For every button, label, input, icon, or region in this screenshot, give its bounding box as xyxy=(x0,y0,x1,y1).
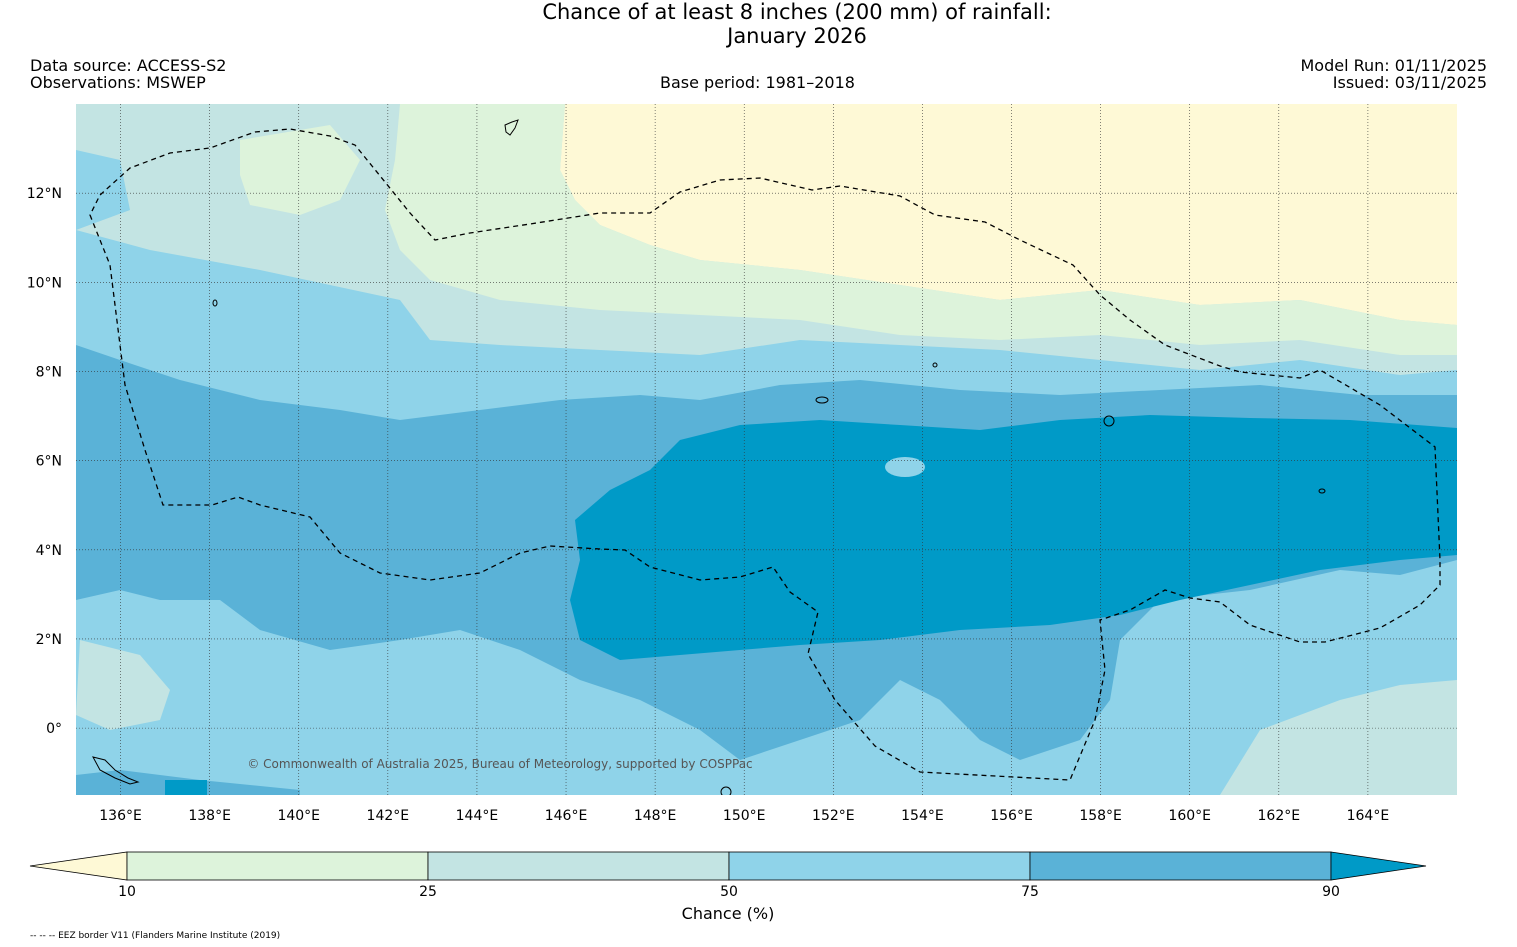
colorbar-tick-label: 90 xyxy=(1322,884,1340,900)
copyright-note: © Commonwealth of Australia 2025, Bureau… xyxy=(247,757,752,771)
lon-tick-label: 150°E xyxy=(723,808,766,824)
colorbar-tick-label: 25 xyxy=(419,884,437,900)
colorbar-segment xyxy=(1029,851,1332,881)
colorbar-extend-high xyxy=(1330,851,1427,881)
lon-tick-label: 158°E xyxy=(1079,808,1122,824)
lon-tick-label: 146°E xyxy=(545,808,588,824)
lon-tick-label: 148°E xyxy=(634,808,677,824)
lon-tick-label: 164°E xyxy=(1347,808,1390,824)
lat-tick-label: 6°N xyxy=(36,454,62,470)
island-chuuk xyxy=(815,396,829,404)
data-source-label: Data source: ACCESS-S2 xyxy=(30,56,227,75)
colorbar-segment xyxy=(728,851,1031,881)
lon-tick-label: 136°E xyxy=(99,808,142,824)
island-west-papua xyxy=(92,756,140,785)
model-run-label: Model Run: 01/11/2025 xyxy=(1300,56,1488,75)
field-25-50-se xyxy=(1220,680,1457,795)
island-manus xyxy=(720,786,732,795)
gridlines xyxy=(76,104,1457,795)
lat-tick-label: 8°N xyxy=(36,364,62,380)
lon-tick-label: 152°E xyxy=(812,808,855,824)
colorbar-segment xyxy=(427,851,730,881)
field-10-25-west xyxy=(240,125,360,215)
island-kosrae xyxy=(1318,488,1326,494)
eez-footnote: -- -- -- EEZ border V11 (Flanders Marine… xyxy=(30,931,280,941)
island-yap xyxy=(212,299,218,307)
colorbar-extend-low xyxy=(29,851,128,881)
field-50-75-nw xyxy=(76,150,130,230)
latitude-labels: 12°N 10°N 8°N 6°N 4°N 2°N 0° xyxy=(27,186,62,737)
colorbar-segment xyxy=(126,851,429,881)
colorbar-tick-label: 75 xyxy=(1021,884,1039,900)
probability-fields xyxy=(76,104,1457,795)
lon-tick-label: 162°E xyxy=(1258,808,1301,824)
colorbar xyxy=(29,851,1427,881)
title-line-2: January 2026 xyxy=(727,24,867,48)
lat-tick-label: 4°N xyxy=(36,543,62,559)
colorbar-label: Chance (%) xyxy=(682,904,775,923)
field-above-90-sw xyxy=(165,780,207,795)
lon-tick-label: 160°E xyxy=(1168,808,1211,824)
field-10-25 xyxy=(385,104,1457,355)
issued-label: Issued: 03/11/2025 xyxy=(1332,73,1487,92)
field-above-90 xyxy=(570,415,1457,660)
observations-label: Observations: MSWEP xyxy=(30,73,206,92)
field-25-50-sw xyxy=(76,640,170,730)
colorbar-ticks: 10 25 50 75 90 xyxy=(118,884,1340,900)
lon-tick-label: 144°E xyxy=(456,808,499,824)
base-period-label: Base period: 1981–2018 xyxy=(660,73,855,92)
lon-tick-label: 154°E xyxy=(901,808,944,824)
island-guam xyxy=(504,119,519,136)
lon-tick-label: 156°E xyxy=(990,808,1033,824)
field-below-10 xyxy=(560,104,1457,325)
field-50-75-patch xyxy=(885,457,925,477)
lat-tick-label: 12°N xyxy=(27,186,62,202)
lat-tick-label: 10°N xyxy=(27,275,62,291)
island-pohnpei xyxy=(1103,415,1115,427)
island-atoll xyxy=(932,362,938,368)
lon-tick-label: 142°E xyxy=(367,808,410,824)
lat-tick-label: 0° xyxy=(46,721,62,737)
colorbar-tick-label: 50 xyxy=(720,884,738,900)
lat-tick-label: 2°N xyxy=(36,632,62,648)
map-title: Chance of at least 8 inches (200 mm) of … xyxy=(0,0,1517,48)
lon-tick-label: 138°E xyxy=(188,808,231,824)
colorbar-tick-label: 10 xyxy=(118,884,136,900)
lon-tick-label: 140°E xyxy=(277,808,320,824)
title-line-1: Chance of at least 8 inches (200 mm) of … xyxy=(542,0,1052,24)
longitude-labels: 136°E 138°E 140°E 142°E 144°E 146°E 148°E 150°E… xyxy=(99,808,1389,824)
